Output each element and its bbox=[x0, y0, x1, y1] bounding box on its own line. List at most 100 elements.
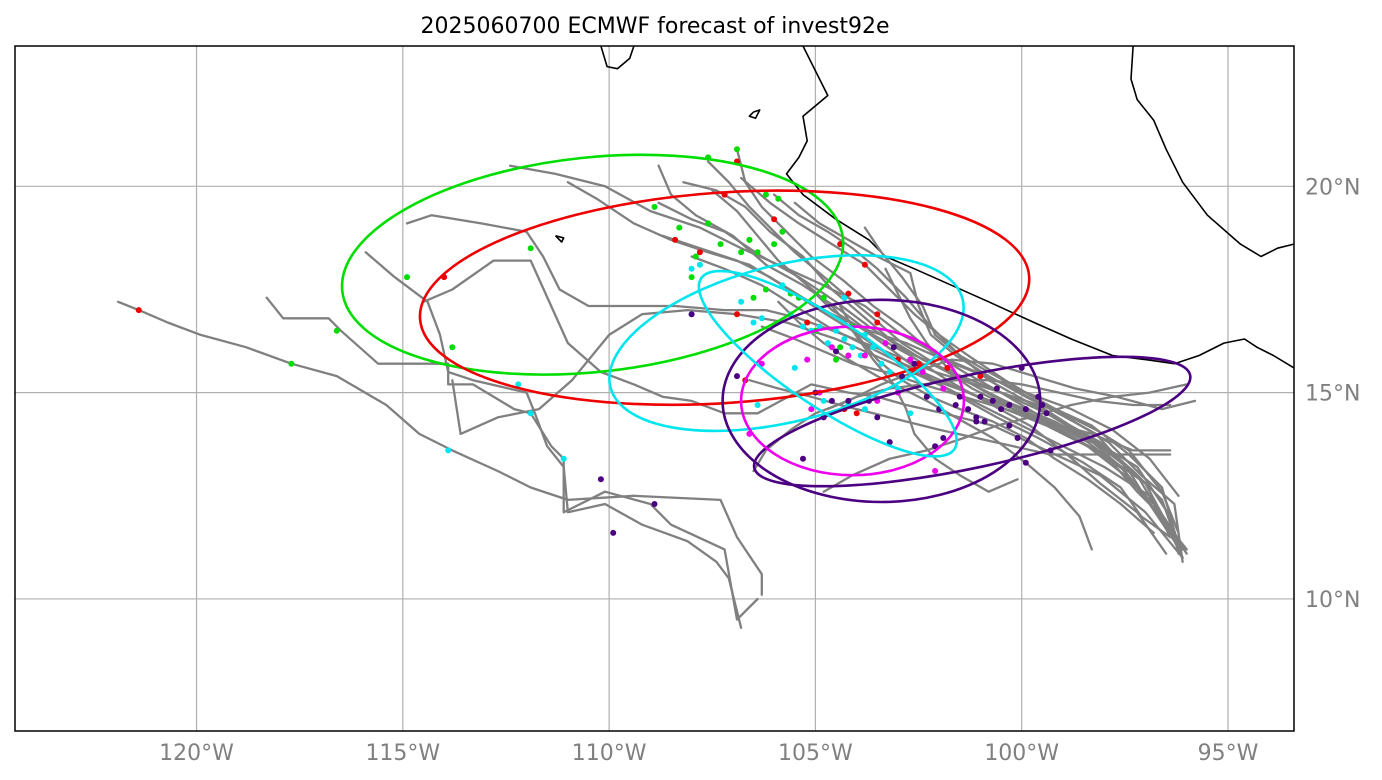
coastline-segment bbox=[748, 109, 761, 119]
forecast-point-indigo bbox=[998, 406, 1005, 413]
forecast-point-green bbox=[833, 356, 839, 363]
forecast-point-indigo bbox=[911, 360, 918, 367]
forecast-point-green bbox=[288, 360, 295, 367]
forecast-point-indigo bbox=[932, 443, 939, 450]
ensemble-tracks bbox=[116, 148, 1197, 629]
forecast-point-indigo bbox=[833, 348, 839, 355]
forecast-point-green bbox=[738, 249, 745, 256]
forecast-point-red bbox=[672, 236, 679, 243]
forecast-point-red bbox=[874, 311, 881, 318]
forecast-point-indigo bbox=[688, 311, 695, 318]
ensemble-track bbox=[690, 255, 1172, 539]
lon-tick-label: 120°W bbox=[159, 741, 234, 766]
lat-tick-label: 15°N bbox=[1305, 382, 1360, 407]
forecast-point-cyan bbox=[696, 261, 703, 268]
forecast-point-cyan bbox=[841, 294, 848, 301]
forecast-point-cyan bbox=[857, 352, 864, 359]
forecast-point-indigo bbox=[1006, 422, 1013, 429]
uncertainty-ellipses bbox=[340, 153, 1192, 504]
forecast-point-indigo bbox=[890, 344, 897, 351]
forecast-point-green bbox=[762, 191, 769, 198]
forecast-point-green bbox=[705, 220, 712, 227]
coastline-segment bbox=[1130, 46, 1294, 258]
forecast-point-indigo bbox=[940, 435, 947, 441]
gridlines bbox=[15, 46, 1294, 731]
uncertainty-ellipse bbox=[340, 153, 845, 376]
forecast-point-magenta bbox=[758, 360, 765, 367]
axis-labels: 120°W 115°W 110°W 105°W 100°W 95°W 20°N 15°N 10°… bbox=[159, 175, 1360, 766]
forecast-point-green bbox=[734, 146, 740, 153]
forecast-point-magenta bbox=[828, 344, 835, 351]
forecast-point-red bbox=[944, 364, 951, 371]
forecast-point-red bbox=[853, 410, 860, 417]
forecast-point-cyan bbox=[861, 406, 868, 413]
forecast-point-magenta bbox=[804, 356, 811, 363]
forecast-point-green bbox=[688, 274, 695, 281]
coastline-segment bbox=[785, 46, 1294, 369]
map-title: 2025060700 ECMWF forecast of invest92e bbox=[421, 14, 890, 39]
coastline-segment bbox=[600, 46, 635, 70]
ensemble-track bbox=[752, 358, 1197, 473]
forecast-point-indigo bbox=[651, 501, 658, 507]
forecast-point-green bbox=[746, 236, 753, 243]
forecast-point-indigo bbox=[1022, 459, 1029, 466]
forecast-point-red bbox=[804, 319, 811, 326]
forecast-point-indigo bbox=[993, 385, 1000, 392]
forecast-point-cyan bbox=[560, 455, 567, 462]
forecast-point-magenta bbox=[861, 352, 868, 359]
forecast-point-cyan bbox=[870, 344, 877, 351]
forecast-point-indigo bbox=[597, 476, 604, 483]
forecast-point-cyan bbox=[849, 344, 856, 351]
forecast-point-cyan bbox=[824, 340, 831, 347]
ensemble-track bbox=[793, 201, 1184, 563]
forecast-point-indigo bbox=[981, 418, 988, 425]
forecast-point-indigo bbox=[899, 373, 905, 380]
forecast-point-indigo bbox=[973, 414, 980, 421]
lat-tick-label: 20°N bbox=[1305, 175, 1360, 200]
forecast-point-magenta bbox=[907, 356, 914, 363]
map-frame bbox=[14, 45, 1295, 732]
ensemble-track bbox=[116, 300, 763, 596]
forecast-point-cyan bbox=[886, 369, 893, 375]
forecast-point-cyan bbox=[515, 381, 522, 388]
forecast-point-indigo bbox=[886, 439, 893, 446]
forecast-point-cyan bbox=[750, 319, 757, 326]
forecast-point-green bbox=[333, 327, 340, 334]
ensemble-track bbox=[822, 383, 1188, 493]
forecast-point-green bbox=[527, 245, 534, 252]
forecast-point-cyan bbox=[758, 315, 765, 322]
forecast-point-red bbox=[771, 216, 778, 223]
forecast-point-cyan bbox=[800, 323, 806, 330]
forecast-point-indigo bbox=[1022, 406, 1029, 413]
forecast-point-green bbox=[775, 195, 782, 202]
ensemble-track bbox=[364, 251, 743, 629]
forecast-point-red bbox=[734, 311, 740, 318]
uncertainty-ellipse bbox=[721, 298, 1042, 504]
forecast-point-cyan bbox=[907, 410, 914, 417]
forecast-point-cyan bbox=[738, 298, 745, 305]
forecast-point-indigo bbox=[1043, 410, 1050, 417]
forecast-point-red bbox=[861, 261, 868, 268]
forecast-point-red bbox=[845, 290, 852, 297]
uncertainty-ellipse bbox=[608, 253, 965, 433]
forecast-point-cyan bbox=[820, 397, 827, 404]
forecast-point-green bbox=[820, 294, 827, 301]
forecast-point-green bbox=[449, 344, 456, 351]
forecast-point-magenta bbox=[919, 369, 926, 375]
coastlines bbox=[554, 46, 1294, 369]
forecast-point-cyan bbox=[833, 327, 839, 334]
uncertainty-ellipse bbox=[418, 189, 1031, 407]
forecast-point-indigo bbox=[1014, 435, 1021, 441]
forecast-point-green bbox=[754, 249, 761, 256]
forecast-point-cyan bbox=[878, 360, 885, 367]
lon-tick-label: 115°W bbox=[365, 741, 440, 766]
forecast-point-indigo bbox=[610, 529, 617, 536]
lon-tick-label: 105°W bbox=[778, 741, 853, 766]
forecast-point-red bbox=[696, 249, 703, 256]
forecast-point-indigo bbox=[973, 418, 980, 425]
ensemble-track bbox=[422, 259, 1184, 559]
lon-tick-label: 110°W bbox=[572, 741, 647, 766]
forecast-point-magenta bbox=[882, 340, 889, 347]
forecast-point-indigo bbox=[977, 393, 984, 400]
forecast-point-magenta bbox=[932, 468, 939, 474]
